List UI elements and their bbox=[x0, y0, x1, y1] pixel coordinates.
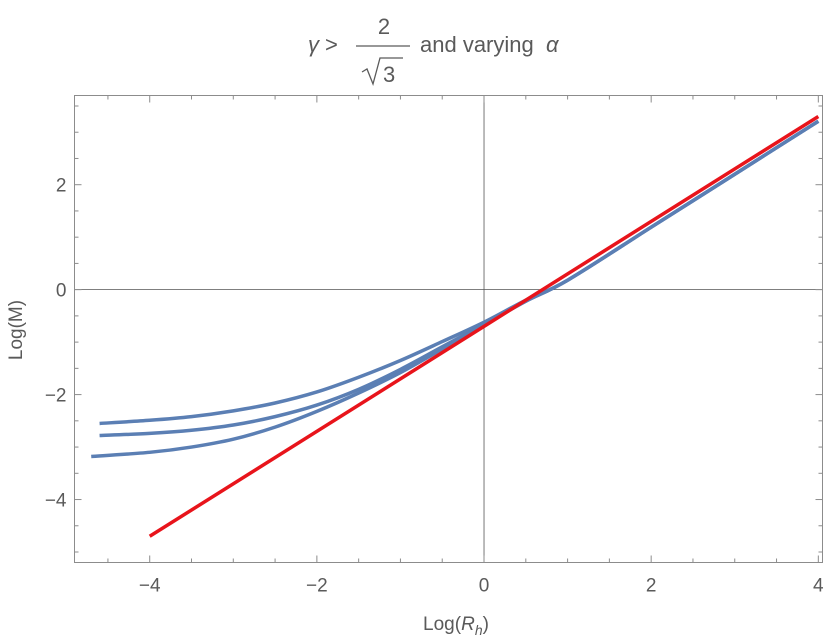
title-gt: > bbox=[325, 32, 338, 57]
series-line-red bbox=[148, 115, 820, 538]
series-line-blue-2 bbox=[99, 119, 820, 438]
x-axis-label: Log(Rh) bbox=[423, 614, 489, 638]
series-line-blue-3 bbox=[91, 119, 820, 459]
title-numerator: 2 bbox=[378, 14, 390, 39]
title-sqrt-sign bbox=[361, 57, 403, 87]
y-tick-label: −2 bbox=[45, 386, 67, 407]
title-gamma: γ bbox=[308, 32, 321, 57]
chart-title: γ > 2 3 and varying α bbox=[308, 14, 560, 87]
title-radicand: 3 bbox=[383, 62, 395, 87]
y-tick-label: 2 bbox=[56, 176, 67, 197]
x-tick-label: 0 bbox=[479, 576, 490, 597]
title-alpha: α bbox=[546, 32, 560, 57]
y-tick-label: 0 bbox=[56, 281, 67, 302]
tick-group: −4 −2 0 2 4 −4 −2 0 2 bbox=[45, 95, 824, 597]
series-group bbox=[91, 115, 820, 538]
title-suffix: and varying bbox=[420, 32, 534, 57]
y-axis-label: Log(M) bbox=[6, 300, 27, 360]
x-tick-label: 2 bbox=[646, 576, 657, 597]
x-tick-label: 4 bbox=[813, 576, 824, 597]
x-tick-label: −4 bbox=[139, 576, 161, 597]
x-tick-label: −2 bbox=[306, 576, 328, 597]
y-tick-label: −4 bbox=[45, 491, 67, 512]
series-line-blue-1 bbox=[99, 119, 820, 426]
plot-frame bbox=[74, 95, 823, 563]
